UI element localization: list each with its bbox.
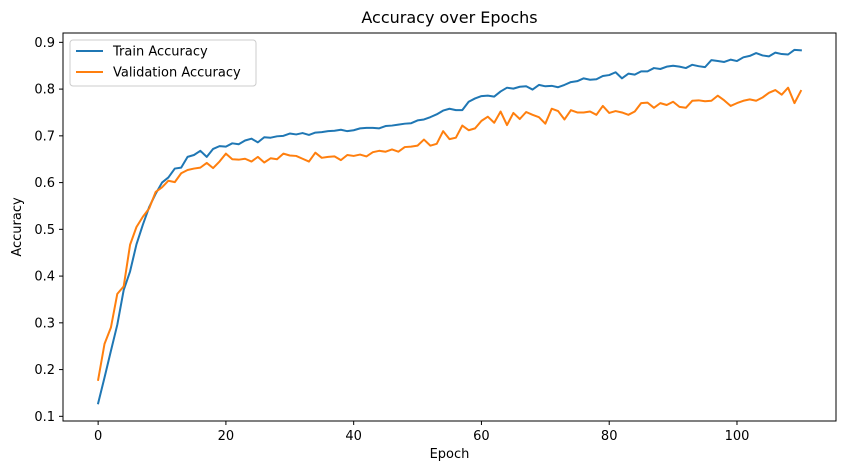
chart-title: Accuracy over Epochs [361,8,537,27]
y-axis: 0.1 0.2 0.3 0.4 0.5 0.6 0.7 0.8 0.9 [34,36,63,425]
plot-frame [62,32,837,422]
legend-frame [69,39,257,87]
x-tick-label: 0 [94,429,102,444]
legend: Train Accuracy Validation Accuracy [69,39,257,87]
series-line-train-accuracy [96,48,802,405]
y-tick-label: 0.9 [34,36,55,51]
y-tick-label: 0.2 [34,363,55,378]
x-tick-label: 40 [345,429,362,444]
y-tick-label: 0.5 [34,223,55,238]
x-tick-label: 100 [725,429,750,444]
x-tick-label: 80 [601,429,618,444]
y-tick-label: 0.4 [34,270,55,285]
y-tick-label: 0.7 [34,129,55,144]
x-axis: 0 20 40 60 80 100 [94,421,749,444]
y-tick-label: 0.1 [34,410,55,425]
x-tick-label: 60 [473,429,490,444]
y-tick-label: 0.3 [34,316,55,331]
legend-label-validation: Validation Accuracy [113,66,241,81]
legend-label-train: Train Accuracy [112,45,208,60]
y-tick-label: 0.8 [34,83,55,98]
x-axis-title: Epoch [430,447,470,462]
y-tick-label: 0.6 [34,176,55,191]
y-axis-title: Accuracy [10,197,25,257]
x-tick-label: 20 [218,429,235,444]
series-line-validation-accuracy [96,86,803,382]
series-layer [96,48,803,405]
